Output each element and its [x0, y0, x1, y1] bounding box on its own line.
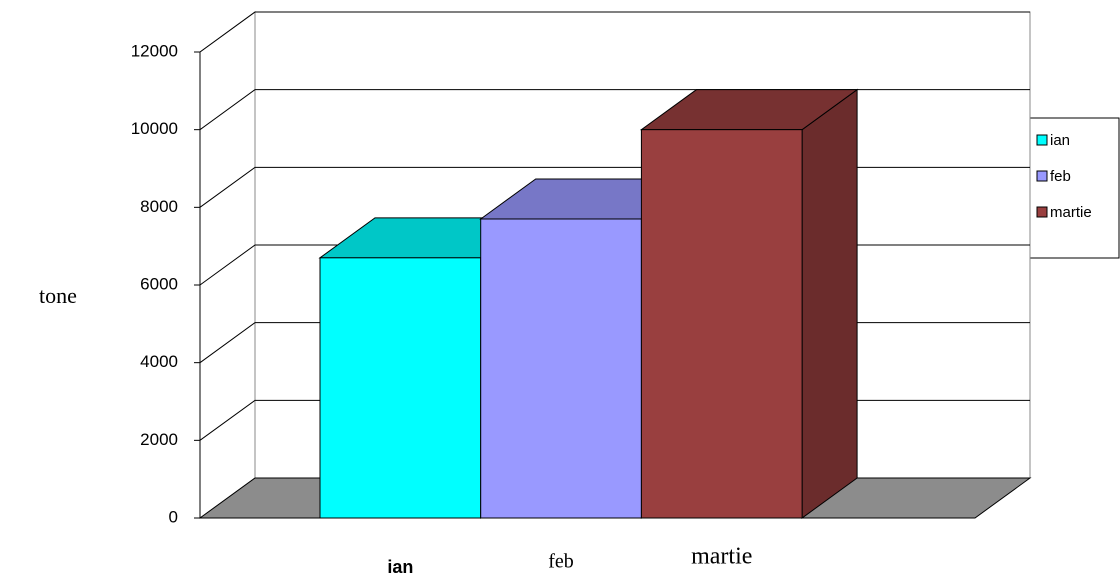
- y-tick-label: 12000: [131, 41, 178, 60]
- y-tick-label: 8000: [140, 197, 178, 216]
- legend-text: ian: [1050, 132, 1070, 149]
- legend-text: martie: [1050, 204, 1092, 221]
- y-tick-label: 4000: [140, 352, 178, 371]
- x-tick-label: martie: [691, 544, 752, 570]
- y-tick-label: 10000: [131, 119, 178, 138]
- bar: [319, 257, 482, 519]
- y-tick-label: 2000: [140, 430, 178, 449]
- legend-swatch: [1036, 134, 1048, 146]
- y-tick-label: 0: [169, 507, 178, 526]
- bar-side: [801, 88, 858, 519]
- x-tick-label: feb: [548, 551, 574, 573]
- y-axis-label: tone: [39, 283, 77, 308]
- legend-swatch: [1036, 170, 1048, 182]
- bar: [640, 129, 803, 519]
- y-tick-label: 6000: [140, 274, 178, 293]
- bar: [480, 218, 642, 519]
- legend-swatch: [1036, 206, 1048, 218]
- grid-line: [199, 11, 1030, 53]
- legend-text: feb: [1050, 168, 1071, 185]
- x-tick-label: ian: [387, 557, 413, 577]
